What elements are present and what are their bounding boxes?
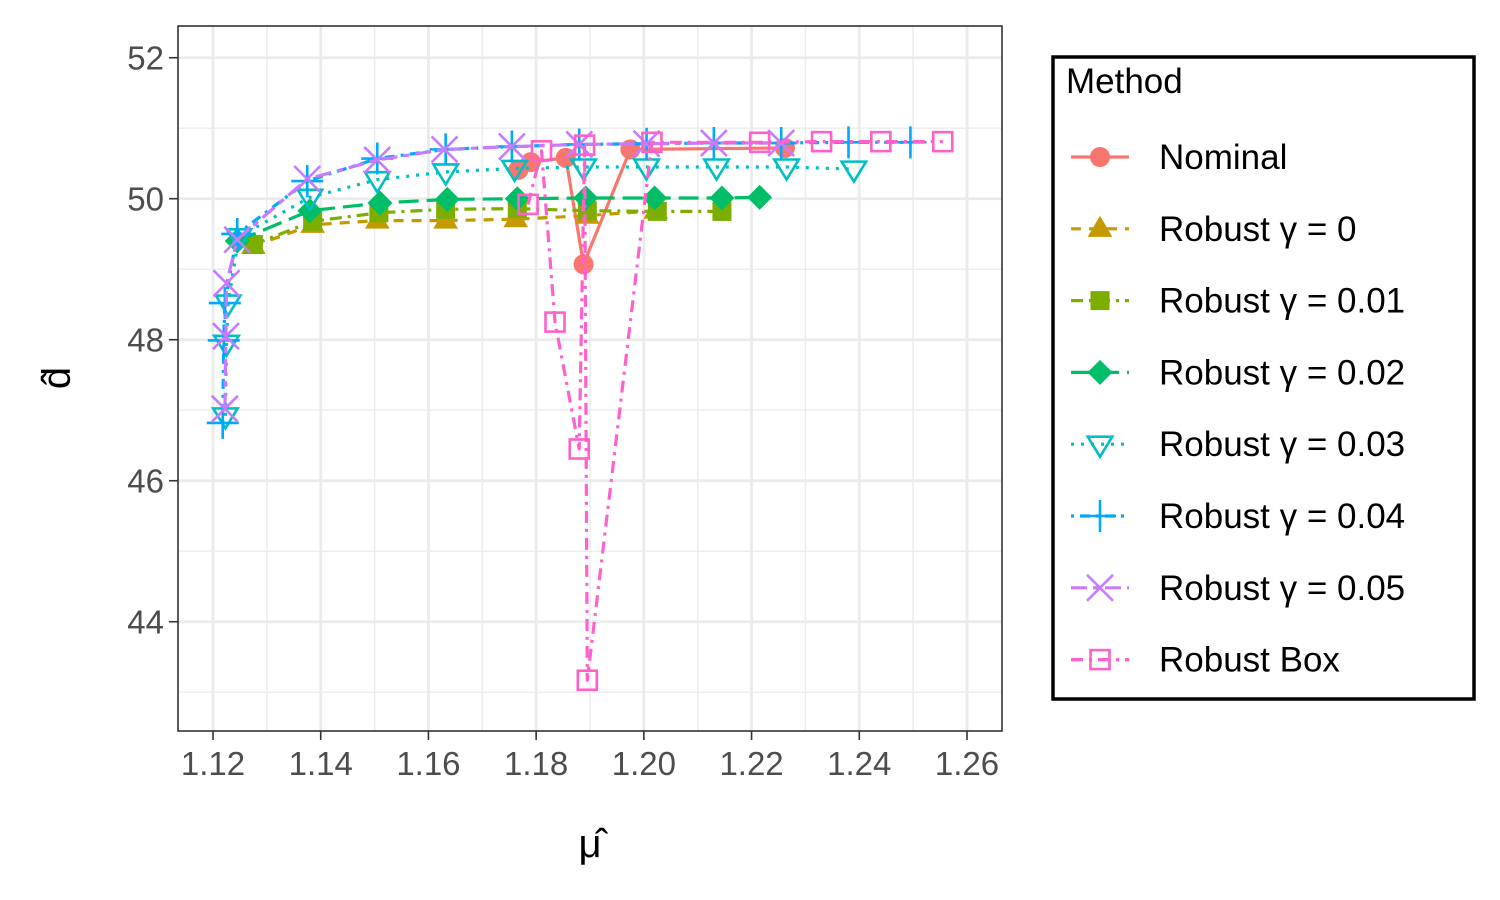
data-point xyxy=(701,158,732,182)
series-line xyxy=(252,207,722,247)
data-point xyxy=(210,394,239,423)
legend-title: Method xyxy=(1066,62,1183,101)
data-point xyxy=(772,158,802,182)
data-point xyxy=(747,184,773,210)
y-axis: 44 46 48 50 52 xyxy=(127,40,178,641)
data-point xyxy=(207,324,240,357)
data-point xyxy=(712,201,732,221)
data-point xyxy=(430,135,459,164)
x-tick-label: 1.20 xyxy=(612,745,676,782)
legend-key-marker xyxy=(1086,573,1114,602)
y-tick-label: 44 xyxy=(127,604,164,641)
x-tick-label: 1.12 xyxy=(181,745,245,782)
data-point xyxy=(839,160,869,185)
data-point xyxy=(363,146,392,174)
x-tick-label: 1.26 xyxy=(935,745,999,782)
data-point xyxy=(213,294,243,319)
legend-box xyxy=(1051,55,1476,701)
data-point xyxy=(568,438,591,460)
data-point xyxy=(573,134,596,156)
x-tick-label: 1.24 xyxy=(827,745,891,782)
legend-item: Robust γ = 0.05 xyxy=(1071,569,1405,608)
legend-item: Robust γ = 0 xyxy=(1071,210,1356,249)
legend-label: Robust γ = 0.03 xyxy=(1159,425,1405,464)
data-point xyxy=(931,130,954,153)
data-point xyxy=(500,159,530,184)
data-point xyxy=(293,165,322,193)
y-tick-label: 52 xyxy=(127,40,164,77)
y-tick-label: 48 xyxy=(127,322,164,359)
data-point xyxy=(568,158,599,182)
data-point xyxy=(530,139,553,162)
data-point xyxy=(295,188,325,213)
x-tick-label: 1.22 xyxy=(719,745,783,782)
legend-key-marker xyxy=(1090,291,1110,311)
legend-item: Nominal xyxy=(1071,138,1287,177)
legend-items: Nominal Robust γ = 0 Robust γ = 0.01 Robust… xyxy=(1071,138,1405,680)
legend: Method Nominal Robust γ = 0 Robust γ = 0.0… xyxy=(1051,55,1476,701)
legend-item: Robust γ = 0.03 xyxy=(1071,425,1405,464)
data-point xyxy=(221,217,254,250)
data-point xyxy=(748,131,771,154)
legend-label: Robust γ = 0.05 xyxy=(1159,569,1405,608)
y-axis-title: d̂ xyxy=(35,367,79,389)
legend-key-marker xyxy=(1087,215,1113,237)
data-point xyxy=(367,190,393,216)
data-point xyxy=(212,322,240,351)
legend-item: Robust γ = 0.02 xyxy=(1071,353,1405,392)
legend-key-marker xyxy=(1085,435,1115,460)
legend-label: Robust γ = 0.01 xyxy=(1159,282,1405,321)
data-point xyxy=(520,152,541,173)
legend-key-marker xyxy=(1090,147,1110,167)
data-point xyxy=(517,193,539,216)
data-point xyxy=(810,130,833,153)
data-point xyxy=(641,131,663,154)
data-point xyxy=(576,669,599,692)
series-line xyxy=(526,140,943,682)
x-axis-title: μ̂ xyxy=(578,822,608,866)
legend-key-marker xyxy=(1087,359,1113,385)
data-point xyxy=(699,129,728,157)
x-axis: 1.12 1.14 1.16 1.18 1.20 1.22 1.24 1.26 xyxy=(181,731,999,782)
legend-item: Robust γ = 0.04 xyxy=(1071,497,1405,536)
data-point xyxy=(434,186,460,212)
series-line xyxy=(223,141,782,409)
data-point xyxy=(642,185,668,211)
data-point xyxy=(212,269,241,298)
legend-label: Robust γ = 0.04 xyxy=(1159,497,1405,536)
legend-item: Robust γ = 0.01 xyxy=(1071,282,1405,321)
legend-item: Robust Box xyxy=(1071,641,1340,680)
data-point xyxy=(497,132,526,161)
legend-label: Nominal xyxy=(1159,138,1287,177)
plot-panel-border xyxy=(177,25,1003,732)
x-tick-label: 1.18 xyxy=(504,745,568,782)
x-tick-label: 1.16 xyxy=(396,745,460,782)
y-tick-label: 46 xyxy=(127,463,164,500)
legend-label: Robust Box xyxy=(1159,641,1340,680)
data-point xyxy=(709,185,735,211)
legend-key-marker xyxy=(1089,648,1111,671)
series-7 xyxy=(517,130,954,692)
legend-label: Robust γ = 0 xyxy=(1159,210,1356,249)
data-point xyxy=(870,130,892,153)
data-point xyxy=(224,227,254,252)
series-layer xyxy=(206,126,954,692)
legend-label: Robust γ = 0.02 xyxy=(1159,353,1405,392)
data-point xyxy=(544,311,566,333)
x-tick-label: 1.14 xyxy=(289,745,353,782)
legend-key-marker xyxy=(1084,500,1116,532)
y-tick-label: 50 xyxy=(127,181,164,218)
data-point xyxy=(223,225,252,254)
